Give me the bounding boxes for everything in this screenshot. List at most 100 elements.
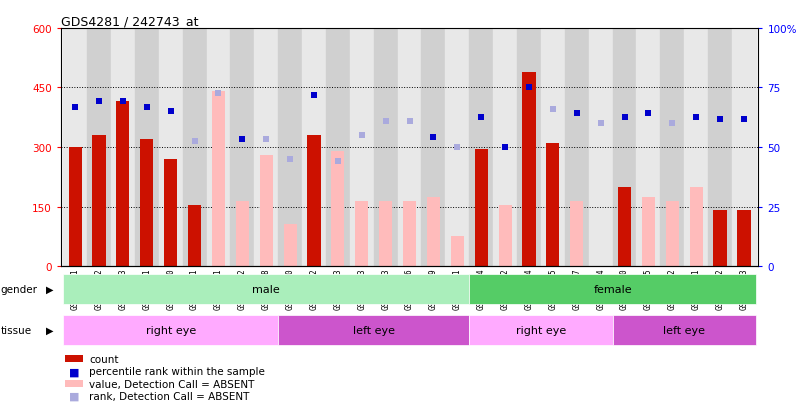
- Bar: [637, 29, 660, 266]
- Point: [474, 115, 487, 121]
- Bar: [87, 29, 111, 266]
- Bar: [732, 29, 756, 266]
- Text: percentile rank within the sample: percentile rank within the sample: [89, 366, 265, 376]
- Point: [164, 109, 177, 115]
- Bar: [140, 140, 153, 266]
- Point: [618, 115, 631, 121]
- Text: value, Detection Call = ABSENT: value, Detection Call = ABSENT: [89, 379, 255, 389]
- Text: ▶: ▶: [46, 284, 54, 294]
- Text: rank, Detection Call = ABSENT: rank, Detection Call = ABSENT: [89, 391, 250, 401]
- Bar: [422, 29, 445, 266]
- Bar: [69, 147, 82, 266]
- Point: [212, 91, 225, 97]
- Bar: [612, 316, 756, 345]
- Bar: [255, 29, 278, 266]
- Text: right eye: right eye: [145, 325, 195, 335]
- Text: GDS4281 / 242743_at: GDS4281 / 242743_at: [61, 15, 199, 28]
- Point: [737, 116, 750, 123]
- Bar: [302, 29, 326, 266]
- Bar: [111, 29, 135, 266]
- Point: [666, 121, 679, 127]
- Bar: [470, 29, 493, 266]
- Bar: [159, 29, 182, 266]
- Point: [69, 105, 82, 112]
- Bar: [278, 29, 302, 266]
- Bar: [522, 72, 535, 266]
- Bar: [63, 316, 278, 345]
- Bar: [708, 29, 732, 266]
- Point: [403, 119, 416, 125]
- Bar: [612, 29, 637, 266]
- Point: [355, 133, 368, 139]
- Text: tissue: tissue: [1, 325, 32, 335]
- Bar: [470, 316, 612, 345]
- Bar: [379, 201, 393, 266]
- Bar: [236, 201, 249, 266]
- Text: right eye: right eye: [516, 325, 566, 335]
- Bar: [547, 144, 560, 266]
- Point: [594, 121, 607, 127]
- Point: [499, 144, 512, 151]
- Point: [380, 119, 393, 125]
- Point: [140, 105, 153, 112]
- Bar: [230, 29, 255, 266]
- Point: [689, 115, 702, 121]
- Point: [547, 107, 560, 113]
- Text: ▶: ▶: [46, 325, 54, 335]
- Text: count: count: [89, 354, 118, 364]
- Bar: [642, 197, 655, 266]
- Point: [236, 136, 249, 143]
- Point: [451, 144, 464, 151]
- Text: gender: gender: [1, 284, 38, 294]
- Bar: [684, 29, 708, 266]
- Bar: [618, 187, 631, 266]
- Bar: [689, 187, 703, 266]
- Point: [188, 138, 201, 145]
- Bar: [660, 29, 684, 266]
- Bar: [260, 156, 272, 266]
- Point: [117, 99, 130, 105]
- Bar: [92, 136, 105, 266]
- Point: [307, 93, 320, 100]
- Bar: [307, 136, 320, 266]
- Bar: [589, 29, 612, 266]
- Bar: [188, 205, 201, 266]
- Bar: [397, 29, 422, 266]
- Point: [260, 136, 272, 143]
- Bar: [564, 29, 589, 266]
- Bar: [63, 29, 87, 266]
- Bar: [326, 29, 350, 266]
- Bar: [355, 201, 368, 266]
- Bar: [427, 197, 440, 266]
- Bar: [212, 92, 225, 266]
- Bar: [445, 29, 470, 266]
- Bar: [63, 274, 470, 304]
- Bar: [374, 29, 397, 266]
- Point: [570, 111, 583, 117]
- Bar: [737, 211, 750, 266]
- Text: ■: ■: [69, 366, 79, 376]
- Point: [522, 85, 535, 92]
- Bar: [517, 29, 541, 266]
- Bar: [403, 201, 416, 266]
- Bar: [666, 201, 679, 266]
- Point: [714, 116, 727, 123]
- Text: left eye: left eye: [663, 325, 706, 335]
- Bar: [714, 211, 727, 266]
- Bar: [570, 201, 583, 266]
- Bar: [135, 29, 159, 266]
- Bar: [284, 225, 297, 266]
- Text: female: female: [594, 284, 632, 294]
- Point: [92, 99, 105, 105]
- Bar: [332, 152, 345, 266]
- Bar: [493, 29, 517, 266]
- Text: ■: ■: [69, 391, 79, 401]
- Bar: [207, 29, 230, 266]
- Point: [284, 156, 297, 163]
- Point: [427, 135, 440, 141]
- Bar: [350, 29, 374, 266]
- Text: left eye: left eye: [353, 325, 395, 335]
- Text: male: male: [252, 284, 280, 294]
- Point: [332, 158, 345, 165]
- Bar: [182, 29, 207, 266]
